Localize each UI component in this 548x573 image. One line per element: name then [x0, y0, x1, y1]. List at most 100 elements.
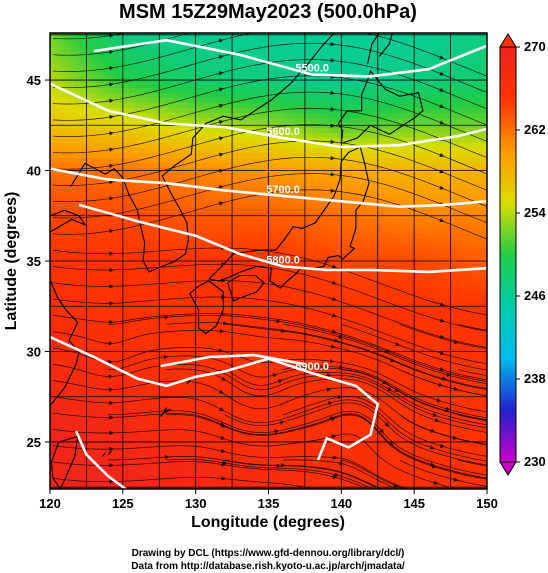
field-cell: [425, 283, 431, 289]
field-cell: [370, 63, 376, 69]
field-cell: [145, 68, 151, 74]
field-cell: [295, 78, 301, 84]
field-cell: [190, 63, 196, 69]
field-cell: [245, 208, 251, 214]
field-cell: [255, 238, 261, 244]
field-cell: [75, 33, 81, 39]
field-cell: [50, 278, 56, 284]
field-cell: [370, 188, 376, 194]
chart-title: MSM 15Z29May2023 (500.0hPa): [119, 1, 417, 23]
field-cell: [420, 273, 426, 279]
field-cell: [55, 133, 61, 139]
field-cell: [380, 208, 386, 214]
field-cell: [470, 288, 476, 294]
field-cell: [55, 178, 61, 184]
field-cell: [110, 158, 116, 164]
field-cell: [80, 153, 86, 159]
field-cell: [290, 153, 296, 159]
field-cell: [190, 263, 196, 269]
field-cell: [65, 198, 71, 204]
field-cell: [225, 208, 231, 214]
field-cell: [195, 53, 201, 59]
field-cell: [195, 188, 201, 194]
field-cell: [325, 308, 331, 314]
field-cell: [180, 43, 186, 49]
field-cell: [65, 108, 71, 114]
field-cell: [265, 88, 271, 94]
field-cell: [175, 173, 181, 179]
field-cell: [260, 278, 266, 284]
field-cell: [345, 283, 351, 289]
field-cell: [165, 123, 171, 129]
field-cell: [135, 283, 141, 289]
field-cell: [360, 188, 366, 194]
field-cell: [425, 158, 431, 164]
field-cell: [370, 108, 376, 114]
field-cell: [240, 143, 246, 149]
field-cell: [165, 253, 171, 259]
field-cell: [185, 98, 191, 104]
field-cell: [105, 238, 111, 244]
field-cell: [100, 188, 106, 194]
field-cell: [430, 148, 436, 154]
field-cell: [215, 143, 221, 149]
field-cell: [365, 278, 371, 284]
field-cell: [125, 228, 131, 234]
field-cell: [260, 143, 266, 149]
field-cell: [330, 223, 336, 229]
field-cell: [390, 198, 396, 204]
field-cell: [380, 233, 386, 239]
field-cell: [55, 208, 61, 214]
field-cell: [450, 153, 456, 159]
field-cell: [280, 103, 286, 109]
field-cell: [420, 83, 426, 89]
field-cell: [180, 273, 186, 279]
field-cell: [455, 198, 461, 204]
field-cell: [305, 283, 311, 289]
field-cell: [445, 288, 451, 294]
field-cell: [460, 183, 466, 189]
field-cell: [220, 33, 226, 39]
field-cell: [270, 48, 276, 54]
field-cell: [140, 78, 146, 84]
field-cell: [125, 253, 131, 259]
field-cell: [165, 193, 171, 199]
field-cell: [395, 243, 401, 249]
field-cell: [290, 163, 296, 169]
field-cell: [415, 183, 421, 189]
field-cell: [470, 218, 476, 224]
field-cell: [390, 118, 396, 124]
field-cell: [255, 308, 261, 314]
field-cell: [380, 183, 386, 189]
field-cell: [255, 263, 261, 269]
field-cell: [325, 153, 331, 159]
field-cell: [445, 273, 451, 279]
field-cell: [70, 78, 76, 84]
field-cell: [260, 308, 266, 314]
field-cell: [480, 53, 486, 59]
field-cell: [270, 58, 276, 64]
field-cell: [445, 38, 451, 44]
field-cell: [340, 68, 346, 74]
field-cell: [470, 83, 476, 89]
field-cell: [90, 128, 96, 134]
field-cell: [90, 93, 96, 99]
field-cell: [200, 253, 206, 259]
field-cell: [310, 278, 316, 284]
field-cell: [395, 293, 401, 299]
field-cell: [80, 268, 86, 274]
field-cell: [385, 293, 391, 299]
field-cell: [80, 113, 86, 119]
field-cell: [85, 233, 91, 239]
field-cell: [75, 193, 81, 199]
field-cell: [215, 303, 221, 309]
field-cell: [220, 228, 226, 234]
field-cell: [335, 173, 341, 179]
field-cell: [385, 238, 391, 244]
field-cell: [320, 208, 326, 214]
field-cell: [260, 273, 266, 279]
field-cell: [275, 268, 281, 274]
field-cell: [455, 223, 461, 229]
field-cell: [435, 283, 441, 289]
field-cell: [210, 133, 216, 139]
